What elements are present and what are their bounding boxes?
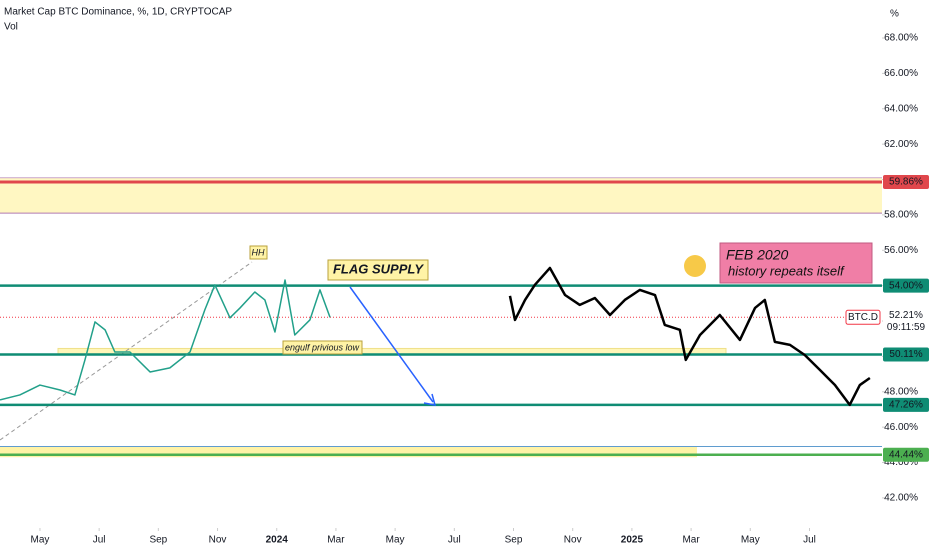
note: history repeats itself [728,263,845,278]
level-label: 47.26% [889,399,923,410]
x-tick-label: Sep [505,535,523,546]
level-label: 44.44% [889,449,923,460]
emoji-icon [684,255,706,277]
level-label: 59.86% [889,177,923,188]
chart-title: Market Cap BTC Dominance, %, 1D, CRYPTOC… [4,7,232,18]
zone [0,177,882,214]
price-countdown: 09:11:59 [887,322,926,333]
x-tick-label: 2025 [621,535,644,546]
note: FLAG SUPPLY [333,261,424,276]
level-tag [883,347,929,362]
x-tick-label: Sep [149,535,167,546]
x-tick-label: Mar [682,535,700,546]
y-tick-label: 44.00% [884,457,918,468]
level-tag [883,447,929,462]
note: engulf privious low [285,342,360,352]
y-tick-label: 62.00% [884,139,918,150]
level-tag [883,175,929,189]
x-tick-label: Nov [564,535,582,546]
x-tick-label: Jul [448,535,461,546]
arrow [349,286,434,403]
x-tick-label: 2024 [266,535,289,546]
level-tag [883,397,929,412]
note: HH [252,247,265,257]
x-tick-label: Jul [93,535,106,546]
y-tick-label: 42.00% [884,493,918,504]
note-box [282,340,363,355]
note-box [327,259,429,281]
price-tag [883,308,929,333]
x-tick-label: Nov [209,535,227,546]
y-tick-label: 48.00% [884,386,918,397]
y-tick-label: 68.00% [884,33,918,44]
unit-label: % [890,9,899,20]
x-tick-label: May [741,535,760,546]
x-tick-label: Jul [803,535,816,546]
price-symbol: BTC.D [848,312,878,323]
level-label: 50.11% [889,349,922,360]
price-series [508,266,871,407]
x-tick-label: May [31,535,50,546]
price-label: 52.21% [889,310,923,321]
price-symbol-tag [845,309,881,325]
x-tick-label: Mar [327,535,345,546]
note-box [249,245,268,260]
price-series [0,279,331,401]
y-tick-label: 46.00% [884,422,918,433]
x-tick-label: May [386,535,405,546]
trend-line [0,261,253,441]
y-tick-label: 66.00% [884,68,918,79]
note: FEB 2020 [726,247,788,263]
zone [0,446,697,458]
arrow-head [423,393,437,406]
y-tick-label: 58.00% [884,210,918,221]
level-label: 54.00% [889,280,923,291]
note-box [719,242,873,284]
level-tag [883,278,929,293]
chart-subtitle: Vol [4,22,18,33]
y-tick-label: 64.00% [884,103,918,114]
y-tick-label: 56.00% [884,245,918,256]
